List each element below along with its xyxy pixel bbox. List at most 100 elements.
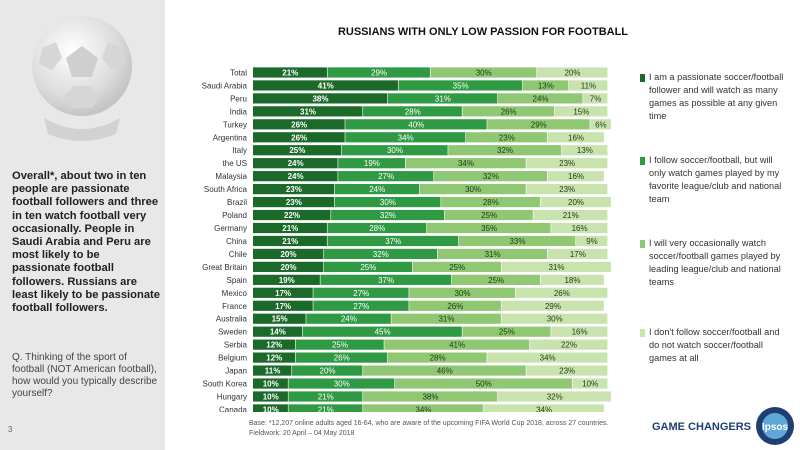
bar-segment-occasional (363, 365, 526, 376)
data-label: 50% (476, 380, 492, 389)
data-label: 24% (288, 172, 304, 181)
bar-segment-follow (387, 93, 498, 104)
data-label: 7% (590, 94, 602, 103)
data-label: 30% (334, 380, 350, 389)
bar-segment-follow (295, 339, 384, 350)
category-label: Spain (227, 276, 247, 285)
bar-segment-occasional (387, 352, 487, 363)
data-label: 22% (561, 341, 577, 350)
data-label: 16% (568, 172, 584, 181)
data-label: 41% (449, 341, 465, 350)
bar-segment-follow (288, 378, 395, 389)
data-label: 22% (284, 211, 300, 220)
legend-item-occasional: I will very occasionally watch soccer/fo… (640, 237, 790, 289)
data-label: 38% (312, 94, 328, 103)
bar-segment-occasional (466, 132, 548, 143)
data-label: 26% (447, 302, 463, 311)
bar-segment-dont-follow (501, 313, 608, 324)
data-label: 25% (449, 263, 465, 272)
bar-segment-follow (320, 274, 452, 285)
data-label: 34% (536, 405, 552, 412)
bar-segment-passionate (253, 235, 327, 247)
bar-segment-dont-follow (483, 404, 604, 412)
data-label: 32% (380, 211, 396, 220)
bar-segment-follow (331, 209, 445, 221)
data-label: 28% (405, 107, 421, 116)
bar-segment-passionate (253, 184, 335, 195)
bar-segment-occasional (462, 106, 555, 117)
data-label: 30% (387, 146, 403, 155)
bar-segment-passionate (253, 222, 327, 234)
bar-segment-dont-follow (526, 184, 608, 195)
data-label: 23% (559, 185, 575, 194)
bar-segment-dont-follow (547, 248, 608, 260)
data-label: 16% (572, 224, 588, 233)
bar-segment-occasional (412, 261, 501, 272)
data-label: 34% (398, 133, 414, 142)
bar-segment-dont-follow (526, 365, 608, 376)
category-label: Peru (230, 94, 247, 103)
legend-label-dont-follow: I don't follow soccer/football and do no… (649, 327, 780, 363)
data-label: 35% (453, 81, 469, 90)
data-label: 41% (318, 81, 334, 90)
data-label: 10% (582, 380, 598, 389)
bar-segment-passionate (253, 145, 342, 156)
data-label: 17% (570, 250, 586, 259)
data-label: 37% (385, 237, 401, 246)
data-label: 11% (581, 81, 596, 90)
bar-segment-passionate (253, 378, 288, 389)
summary-text: Overall*, about two in ten people are pa… (12, 170, 160, 315)
legend-item-follow: I follow soccer/football, but will only … (640, 154, 790, 206)
data-label: 27% (353, 302, 369, 311)
category-label: Japan (225, 367, 247, 376)
bar-segment-follow (324, 248, 437, 260)
bar-segment-occasional (462, 326, 551, 337)
bar-segment-dont-follow (537, 67, 608, 78)
category-label: Malaysia (215, 172, 247, 181)
page-number: 3 (8, 425, 13, 434)
bar-segment-follow (288, 391, 363, 402)
data-label: 31% (300, 107, 316, 116)
data-label: 20% (564, 68, 580, 77)
category-label: China (226, 237, 247, 246)
bar-segment-dont-follow (540, 196, 611, 208)
data-label: 26% (291, 120, 307, 129)
bar-segment-dont-follow (547, 132, 604, 143)
category-label: France (222, 302, 247, 311)
category-label: Total (230, 68, 247, 77)
data-label: 26% (291, 133, 307, 142)
bar-segment-dont-follow (501, 300, 604, 311)
bar-segment-follow (398, 80, 523, 91)
bar-segment-passionate (253, 391, 288, 402)
data-label: 24% (288, 159, 304, 168)
data-label: 20% (280, 263, 296, 272)
category-label: Mexico (222, 289, 248, 298)
data-label: 10% (263, 405, 279, 412)
data-label: 30% (547, 315, 563, 324)
bar-segment-passionate (253, 132, 345, 143)
data-label: 30% (476, 68, 492, 77)
bar-segment-passionate (253, 67, 327, 78)
data-label: 21% (282, 237, 298, 246)
logo-text: Ipsos (762, 422, 789, 433)
data-label: 16% (568, 133, 584, 142)
data-label: 30% (465, 185, 481, 194)
bar-segment-passionate (253, 119, 345, 130)
data-label: 16% (572, 328, 588, 337)
data-label: 20% (320, 367, 336, 376)
bar-segment-occasional (409, 287, 516, 298)
bar-segment-occasional (391, 313, 501, 324)
bar-segment-follow (288, 404, 363, 412)
bar-segment-passionate (253, 287, 313, 298)
bar-segment-occasional (458, 235, 576, 247)
bar-segment-passionate (253, 352, 295, 363)
bar-segment-occasional (384, 339, 530, 350)
data-label: 17% (275, 289, 291, 298)
bar-segment-dont-follow (526, 158, 608, 169)
bar-segment-dont-follow (515, 287, 608, 298)
bar-segment-dont-follow (529, 339, 608, 350)
data-label: 10% (263, 380, 279, 389)
data-label: 21% (318, 405, 334, 412)
data-label: 23% (286, 185, 302, 194)
category-label: Brazil (227, 198, 247, 207)
